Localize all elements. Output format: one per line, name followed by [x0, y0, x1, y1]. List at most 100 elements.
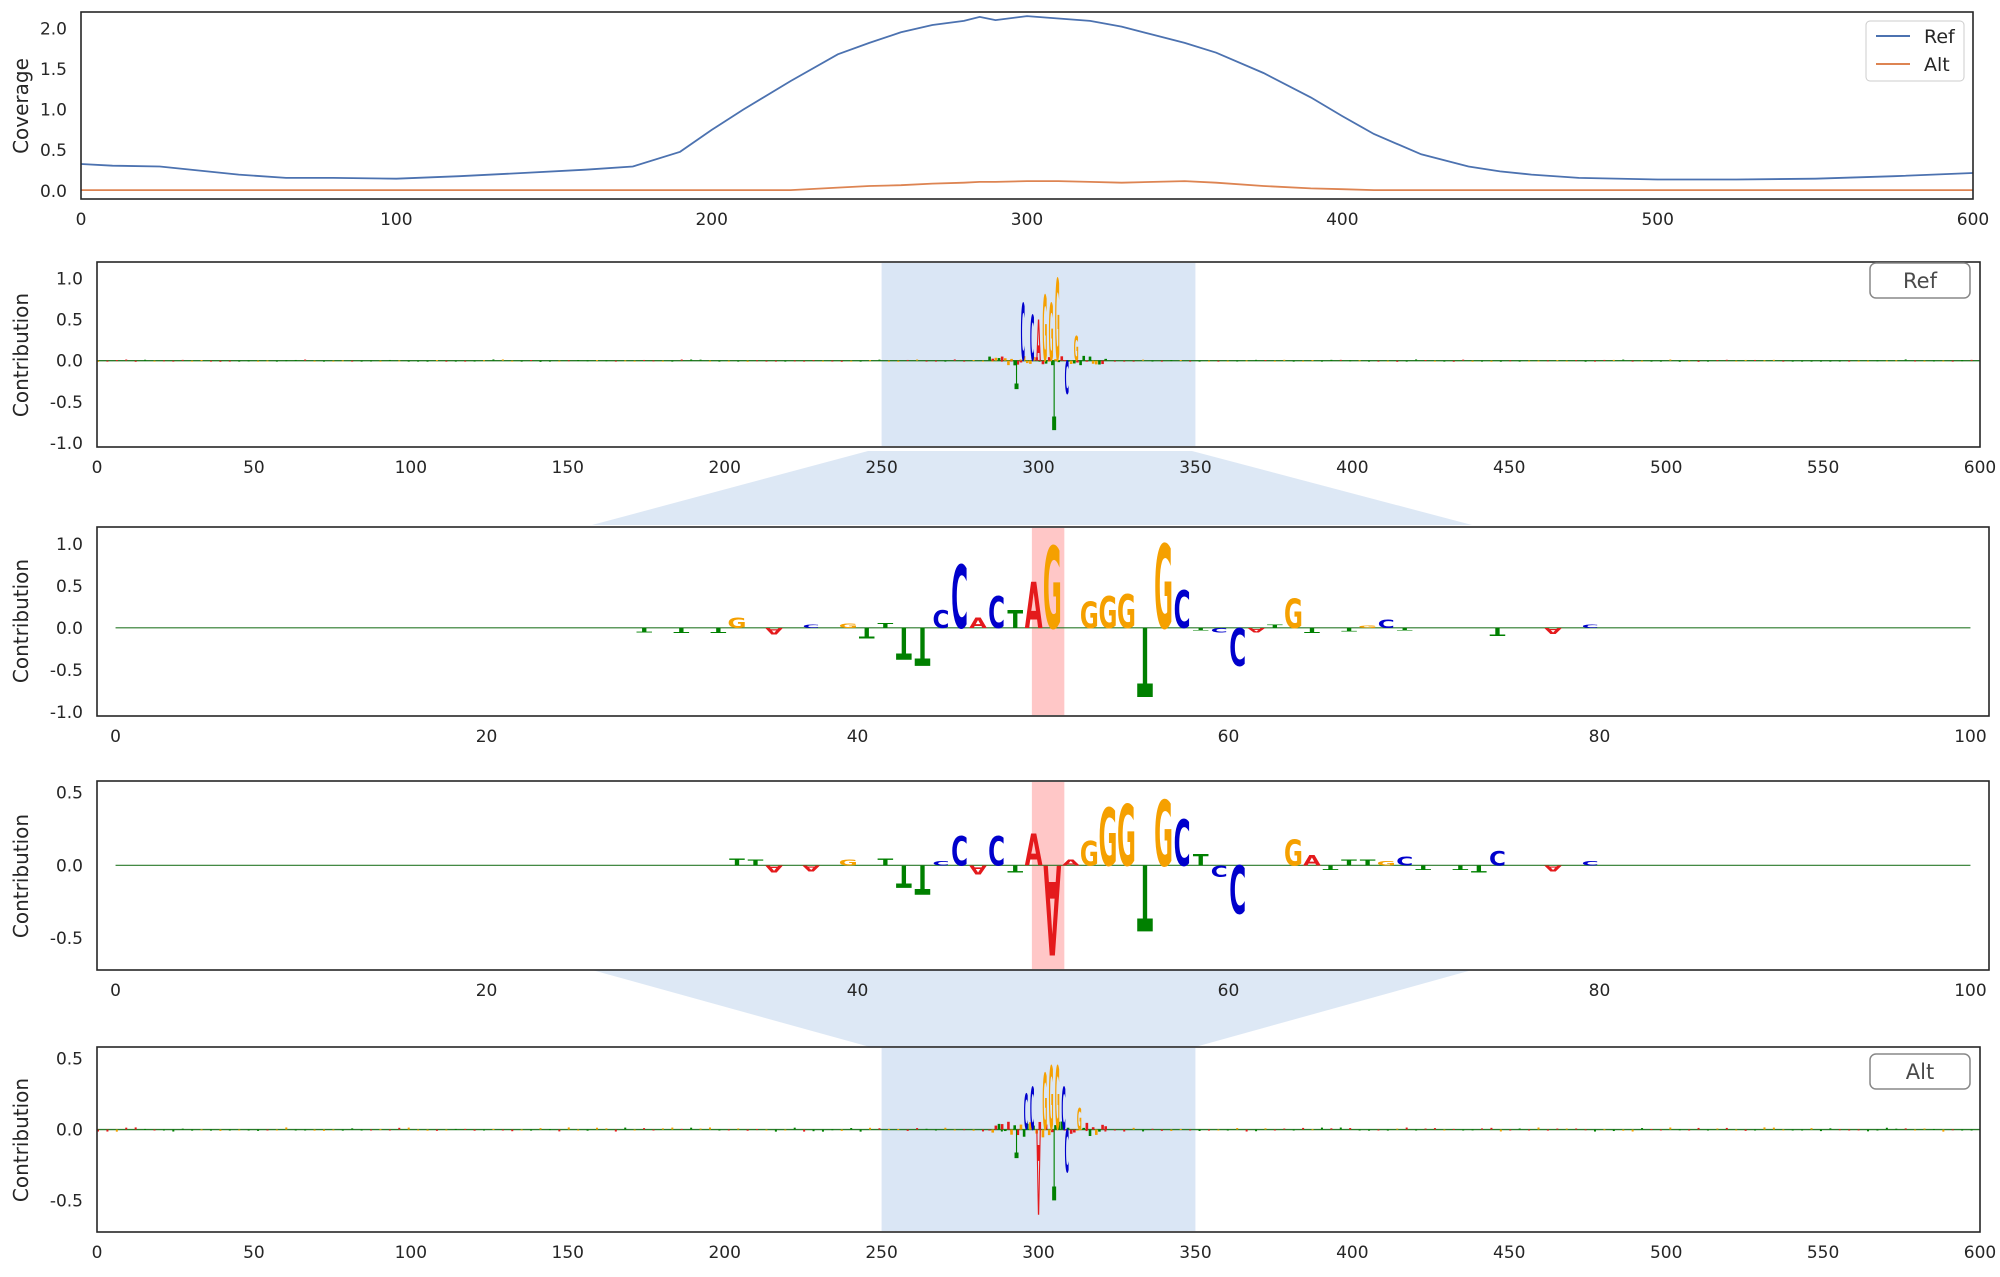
ref-full-noise [1170, 360, 1173, 362]
alt-full-noise [614, 1129, 617, 1132]
alt-zoom-x-tick-40: 40 [847, 981, 869, 1001]
alt-full-x-tick-50: 50 [243, 1243, 265, 1263]
alt-full-noise [1528, 1129, 1531, 1131]
ref-full-noise [275, 360, 278, 362]
alt-full-noise [577, 1129, 580, 1131]
ref-full-noise [1358, 360, 1361, 362]
ref-full-noise [1424, 360, 1427, 362]
ref-full-noise [548, 360, 551, 362]
alt-full-cluster-bar [1085, 1122, 1089, 1130]
ref-full-window-highlight [881, 263, 1196, 446]
alt-full-cluster-bar [1076, 1129, 1079, 1131]
alt-full-noise [944, 1127, 947, 1130]
ref-full-noise [1895, 360, 1898, 362]
alt-full-noise [1518, 1128, 1521, 1130]
ref-full-noise [1217, 360, 1220, 362]
ref-full-cluster-bar [1057, 360, 1060, 363]
ref-full-noise [520, 360, 523, 362]
alt-full-noise [1481, 1128, 1484, 1130]
alt-full-noise [982, 1129, 985, 1132]
alt-full-noise [1386, 1129, 1389, 1131]
ref-zoom-letter-35: A [765, 625, 783, 635]
alt-full-noise [1829, 1128, 1832, 1130]
alt-full-noise [1688, 1129, 1691, 1131]
alt-zoom-letter-33: T [729, 857, 746, 868]
alt-zoom-y-tick-0.0: 0.0 [56, 856, 83, 876]
alt-zoom-letter-60: C [1229, 849, 1246, 926]
alt-zoom-x-tick-80: 80 [1589, 981, 1611, 1001]
alt-full-noise [238, 1129, 241, 1131]
alt-full-noise [869, 1127, 872, 1130]
alt-full-noise [633, 1129, 636, 1131]
alt-zoom-letter-55: T [1137, 843, 1153, 947]
coverage-x-tick-100: 100 [380, 210, 412, 230]
alt-full-noise [850, 1128, 853, 1130]
ref-zoom-letter-40: T [859, 624, 875, 640]
ref-full-cluster-bar [1032, 356, 1035, 361]
ref-full-noise [869, 360, 872, 362]
alt-zoom-letter-67: T [1360, 858, 1376, 867]
ref-zoom-letter-66: T [1341, 627, 1358, 632]
ref-full-noise [708, 360, 711, 362]
alt-full-frame [96, 1046, 1981, 1233]
alt-full-noise [1970, 1129, 1973, 1131]
zoom-connector-top [592, 451, 1472, 525]
ref-full-noise [341, 360, 344, 362]
alt-full-noise [181, 1128, 184, 1130]
ref-full-y-tick--0.5: -0.5 [50, 393, 83, 413]
ref-full-noise [925, 360, 928, 362]
alt-full-x-tick-200: 200 [708, 1243, 740, 1263]
alt-full-noise [1754, 1129, 1757, 1131]
alt-full-noise [821, 1129, 824, 1132]
alt-full-noise [1546, 1129, 1549, 1131]
alt-zoom-letter-46: A [969, 862, 988, 876]
alt-full-cluster-bar [1022, 1129, 1026, 1137]
ref-full-x-tick-100: 100 [395, 458, 427, 478]
alt-full-noise [1575, 1128, 1578, 1130]
ref-zoom-letter-64: T [1304, 626, 1320, 634]
ref-full-cluster-bar [1060, 356, 1064, 361]
alt-full-noise [1622, 1129, 1625, 1131]
ref-full-noise [1415, 359, 1418, 361]
coverage-y-axis-label: Coverage [9, 58, 33, 154]
alt-zoom-frame [96, 780, 1990, 971]
ref-full-noise [257, 360, 260, 362]
alt-full-noise [1631, 1129, 1634, 1132]
alt-full-noise [737, 1128, 740, 1130]
alt-full-cluster-bar [1016, 1129, 1020, 1136]
ref-full-cluster-bar [1041, 360, 1045, 365]
ref-zoom-letter-47: C [988, 589, 1005, 639]
ref-full-noise [379, 360, 382, 362]
ref-full-noise [1575, 360, 1578, 362]
legend-alt-label: Alt [1924, 54, 1950, 76]
alt-full-x-tick-500: 500 [1650, 1243, 1682, 1263]
alt-full-cluster-bar [1038, 1121, 1042, 1130]
alt-full-noise [1170, 1129, 1173, 1131]
alt-full-noise [125, 1127, 128, 1130]
ref-full-noise [643, 359, 646, 361]
ref-zoom-letter-37: C [803, 624, 820, 629]
alt-full-noise [144, 1128, 147, 1130]
alt-full-noise [916, 1128, 919, 1130]
coverage-x-tick-500: 500 [1641, 210, 1673, 230]
ref-full-noise [1377, 360, 1380, 362]
alt-zoom-letter-45: C [951, 829, 968, 876]
alt-full-noise [313, 1129, 316, 1131]
ref-zoom-letter-57: C [1174, 581, 1191, 640]
ref-full-cluster-bar [1091, 360, 1095, 364]
alt-full-noise [294, 1129, 297, 1131]
alt-full-noise [558, 1129, 561, 1132]
alt-full-noise [1801, 1129, 1804, 1131]
ref-full-noise [652, 360, 655, 362]
alt-zoom-letter-51: A [1062, 858, 1081, 867]
alt-full-noise [106, 1129, 109, 1132]
alt-full-noise [690, 1127, 693, 1130]
ref-full-cluster-bar [1088, 356, 1092, 361]
alt-full-y-tick-0.5: 0.5 [56, 1049, 83, 1069]
alt-full-noise [275, 1129, 278, 1131]
alt-full-noise [897, 1128, 900, 1130]
alt-full-cluster-bar [1051, 1129, 1054, 1133]
alt-full-noise [803, 1129, 806, 1132]
ref-full-x-tick-300: 300 [1022, 458, 1054, 478]
ref-full-noise [332, 360, 335, 362]
